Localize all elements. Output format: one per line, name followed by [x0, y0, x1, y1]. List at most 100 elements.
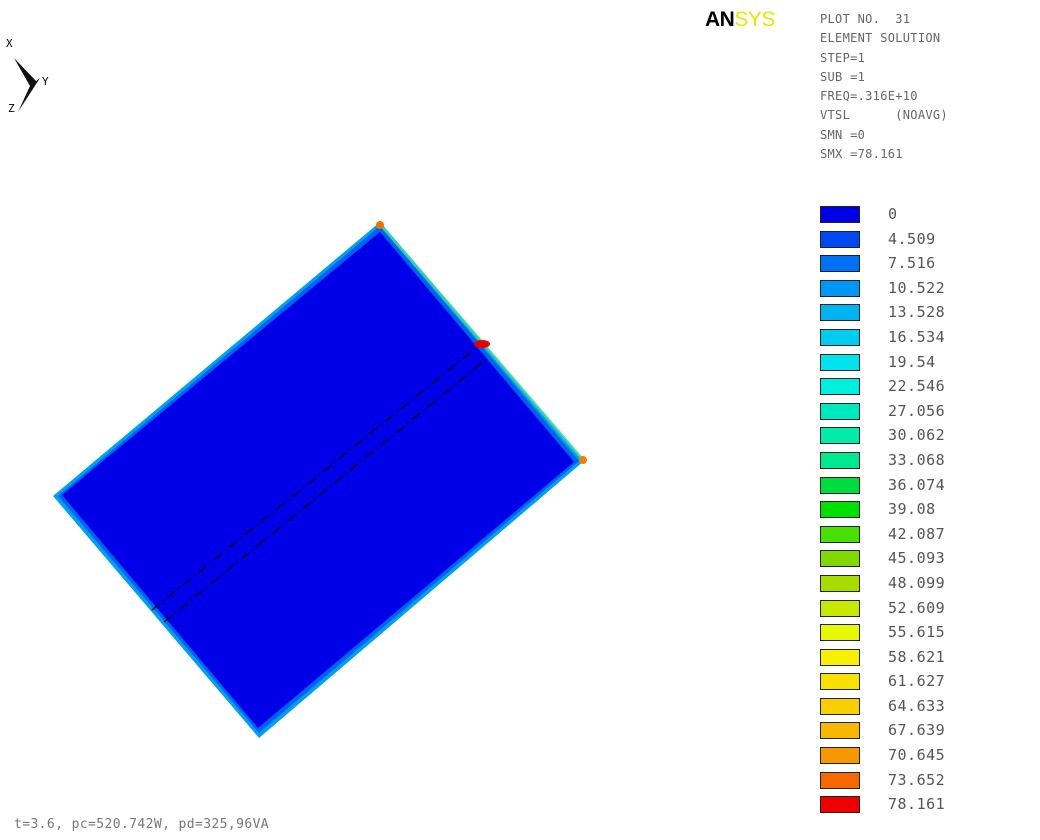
legend-color-swatch	[820, 501, 860, 519]
legend-value: 61.627	[888, 672, 946, 691]
legend-color-swatch	[820, 550, 860, 568]
info-line: FREQ=.316E+10	[820, 89, 918, 104]
legend-color-swatch	[820, 230, 860, 248]
legend-row: 78.161	[820, 793, 1040, 818]
slot-line-upper	[151, 347, 477, 611]
legend-row: 73.652	[820, 769, 1040, 794]
legend-color-swatch	[820, 796, 860, 814]
legend-value: 36.074	[888, 475, 946, 494]
legend-row: 64.633	[820, 695, 1040, 720]
legend-row: 33.068	[820, 449, 1040, 474]
legend-row: 13.528	[820, 301, 1040, 326]
legend-row: 70.645	[820, 744, 1040, 769]
legend-color-swatch	[820, 353, 860, 371]
info-line: SUB =1	[820, 69, 866, 84]
triad-x-axis	[14, 58, 37, 86]
legend-value: 4.509	[888, 229, 936, 248]
plate-right-edge-highlight	[378, 223, 586, 462]
slot-line-lower	[163, 357, 489, 623]
legend-color-swatch	[820, 771, 860, 789]
ansys-logo: ANSYS	[705, 8, 775, 32]
legend-value: 39.08	[888, 500, 936, 519]
plate-body	[62, 232, 574, 728]
legend-row: 45.093	[820, 547, 1040, 572]
hot-spot-center	[474, 340, 490, 348]
legend-color-swatch	[820, 624, 860, 642]
legend-row: 61.627	[820, 670, 1040, 695]
legend-value: 70.645	[888, 746, 946, 765]
legend-value: 19.54	[888, 352, 936, 371]
legend-row: 55.615	[820, 621, 1040, 646]
legend-value: 48.099	[888, 573, 946, 592]
info-line: ELEMENT SOLUTION	[820, 31, 941, 46]
legend-value: 58.621	[888, 647, 946, 666]
coordinate-triad: X Y Z	[6, 37, 49, 115]
legend-color-swatch	[820, 328, 860, 346]
legend-value: 73.652	[888, 770, 946, 789]
legend-row: 19.54	[820, 351, 1040, 376]
legend-row: 58.621	[820, 646, 1040, 671]
legend-row: 67.639	[820, 719, 1040, 744]
legend-value: 10.522	[888, 278, 946, 297]
legend-row: 36.074	[820, 474, 1040, 499]
footnote-text: t=3.6, pc=520.742W, pd=325,96VA	[14, 817, 270, 832]
triad-x-label: X	[6, 37, 13, 50]
legend-row: 4.509	[820, 228, 1040, 253]
legend-value: 27.056	[888, 401, 946, 420]
legend-color-swatch	[820, 451, 860, 469]
info-line: STEP=1	[820, 50, 866, 65]
legend-color-swatch	[820, 525, 860, 543]
logo-sys: SYS	[734, 8, 775, 31]
legend-color-swatch	[820, 279, 860, 297]
legend-value: 45.093	[888, 549, 946, 568]
legend-value: 22.546	[888, 377, 946, 396]
info-line: PLOT NO. 31	[820, 12, 911, 26]
hot-spot-right	[579, 456, 587, 464]
legend-color-swatch	[820, 427, 860, 445]
legend-color-swatch	[820, 574, 860, 592]
legend-row: 7.516	[820, 252, 1040, 277]
legend-row: 27.056	[820, 400, 1040, 425]
legend-row: 52.609	[820, 597, 1040, 622]
legend-color-swatch	[820, 648, 860, 666]
legend-value: 13.528	[888, 303, 946, 322]
logo-an: AN	[705, 8, 735, 31]
model-contour-plot	[53, 221, 587, 738]
legend-row: 39.08	[820, 498, 1040, 523]
hot-spot-top	[376, 221, 384, 229]
triad-y-label: Y	[42, 75, 49, 88]
legend-color-swatch	[820, 304, 860, 322]
legend-color-swatch	[820, 402, 860, 420]
legend-color-swatch	[820, 378, 860, 396]
legend-color-swatch	[820, 747, 860, 765]
legend-row: 30.062	[820, 424, 1040, 449]
legend-color-swatch	[820, 697, 860, 715]
legend-value: 7.516	[888, 254, 936, 273]
legend-row: 42.087	[820, 523, 1040, 548]
legend-value: 55.615	[888, 623, 946, 642]
legend-row: 10.522	[820, 277, 1040, 302]
legend-value: 16.534	[888, 327, 946, 346]
legend-color-swatch	[820, 476, 860, 494]
legend-color-swatch	[820, 722, 860, 740]
legend-row: 22.546	[820, 375, 1040, 400]
legend-value: 0	[888, 205, 898, 223]
legend-color-swatch	[820, 599, 860, 617]
legend-color-swatch	[820, 206, 860, 223]
legend-color-swatch	[820, 255, 860, 273]
plot-info-block: PLOT NO. 31 ELEMENT SOLUTION STEP=1 SUB =1 F…	[820, 10, 1040, 164]
legend-value: 67.639	[888, 721, 946, 740]
contour-legend: 0 4.509 7.516 10.522 13.528 16.534 19.54 22.546…	[820, 203, 1040, 818]
legend-value: 30.062	[888, 426, 946, 445]
legend-value: 64.633	[888, 696, 946, 715]
legend-value: 78.161	[888, 795, 946, 814]
legend-row: 0	[820, 203, 1040, 228]
info-line: SMN =0	[820, 127, 866, 142]
triad-z-axis	[18, 78, 40, 112]
info-line: SMX =78.161	[820, 147, 903, 162]
triad-z-label: Z	[8, 102, 15, 115]
info-line: VTSL (NOAVG)	[820, 108, 948, 123]
legend-row: 16.534	[820, 326, 1040, 351]
legend-value: 52.609	[888, 598, 946, 617]
legend-color-swatch	[820, 673, 860, 691]
